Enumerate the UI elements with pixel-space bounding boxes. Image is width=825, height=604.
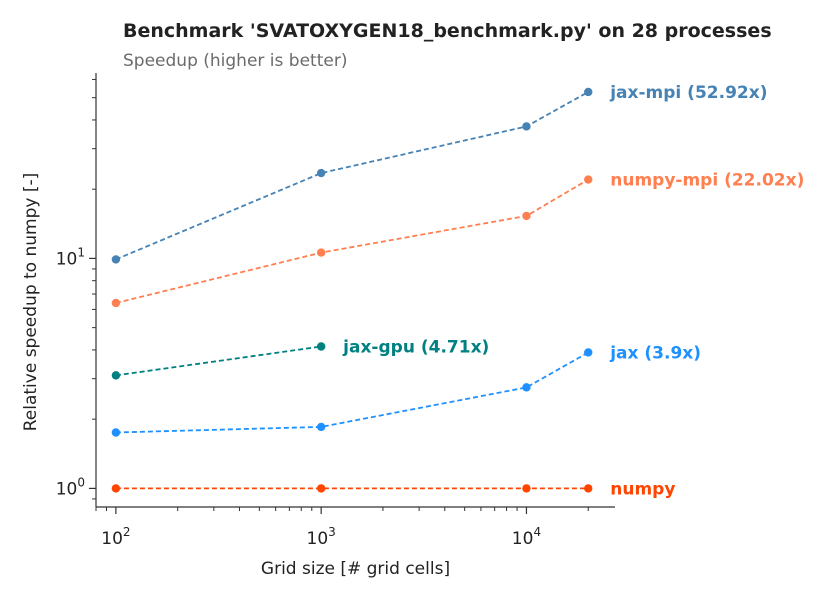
data-point-numpy [316,484,326,493]
y-tick-exponent: 1 [77,245,85,259]
series-line-jax-gpu [115,345,322,377]
data-point-jax-mpi [111,255,121,264]
series-jax-gpu: jax-gpu (4.71x) [111,337,489,380]
data-point-numpy-mpi [522,211,531,221]
data-point-numpy-mpi [584,175,593,184]
x-tick-base: 10 [307,529,329,549]
data-point-jax-gpu [111,371,121,380]
y-tick-base: 10 [56,249,78,269]
data-point-numpy-mpi [111,298,121,308]
series-label-jax: jax (3.9x) [609,343,701,363]
series-line-jax [115,351,589,434]
x-tick-label: 103 [307,525,336,549]
data-point-jax-mpi [522,122,531,131]
series-line-jax-mpi [115,91,589,261]
data-point-numpy [111,484,121,493]
data-point-jax-mpi [316,168,326,178]
data-point-jax [584,348,593,357]
series-label-numpy-mpi: numpy-mpi (22.02x) [610,171,804,191]
data-point-numpy [584,484,593,493]
y-tick-label: 101 [56,245,85,269]
series-line-numpy-mpi [115,178,589,304]
y-tick-label: 100 [56,475,85,499]
series-label-jax-gpu: jax-gpu (4.71x) [342,337,489,357]
data-point-jax-mpi [584,87,593,97]
x-tick-base: 10 [101,529,123,549]
y-axis-label: Relative speedup to numpy [-] [21,173,41,432]
data-point-numpy [522,484,531,493]
x-tick-exponent: 3 [328,525,336,539]
x-axis-label: Grid size [# grid cells] [261,559,450,579]
y-tick-base: 10 [56,479,78,499]
y-tick-exponent: 0 [77,475,85,489]
series-label-jax-mpi: jax-mpi (52.92x) [609,83,767,103]
data-point-numpy-mpi [316,248,326,257]
x-tick-label: 102 [101,525,130,549]
data-point-jax [522,383,531,392]
series-jax-mpi: jax-mpi (52.92x) [111,83,767,264]
series-label-numpy: numpy [610,479,675,499]
series-layer: jax-mpi (52.92x) numpy-mpi (22.02x) jax-gp… [111,83,804,499]
data-point-jax [111,428,121,437]
series-jax: jax (3.9x) [111,343,701,437]
data-point-jax [316,422,326,432]
chart-subtitle: Speedup (higher is better) [123,51,348,71]
chart-title: Benchmark 'SVATOXYGEN18_benchmark.py' on… [123,20,772,42]
x-tick-exponent: 4 [533,525,541,539]
x-tick-label: 104 [512,525,541,549]
data-point-jax-gpu [316,342,326,351]
series-numpy-mpi: numpy-mpi (22.02x) [111,171,804,308]
x-tick-exponent: 2 [123,525,131,539]
x-tick-base: 10 [512,529,534,549]
series-numpy: numpy [111,479,675,499]
